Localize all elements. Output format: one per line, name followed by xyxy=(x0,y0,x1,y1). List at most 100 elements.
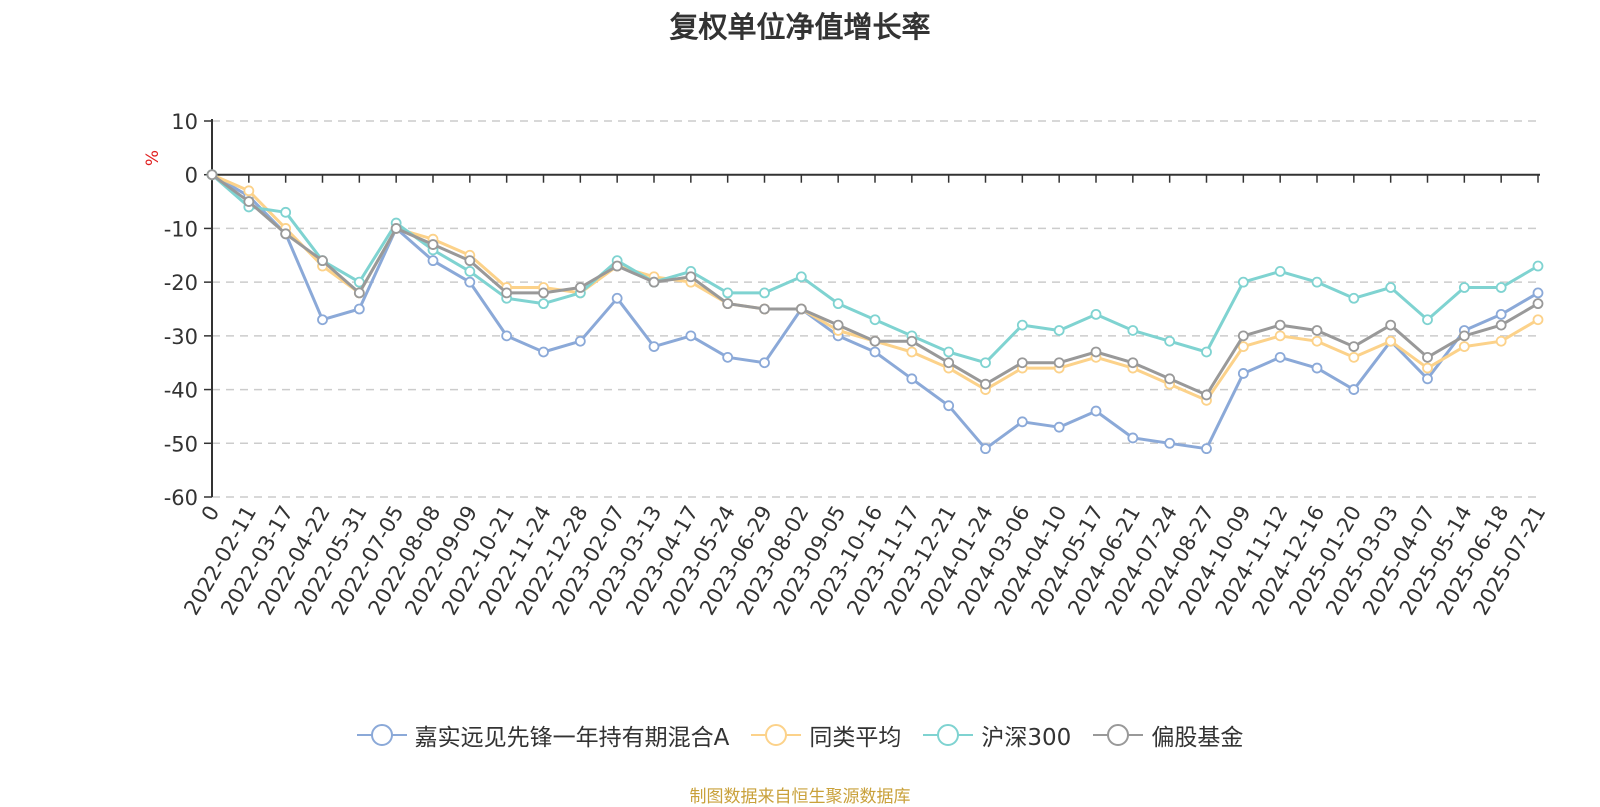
series-1 xyxy=(206,169,1544,406)
data-point xyxy=(1016,319,1028,331)
data-point xyxy=(1422,373,1433,385)
data-point xyxy=(943,346,955,358)
data-point xyxy=(869,335,881,347)
data-point xyxy=(980,357,991,369)
data-point xyxy=(427,239,439,250)
data-point xyxy=(390,223,402,234)
data-point xyxy=(980,378,991,390)
data-point xyxy=(1127,325,1139,336)
chart-title: 复权单位净值增长率 xyxy=(669,10,931,44)
data-point xyxy=(759,357,770,369)
data-point xyxy=(648,276,660,288)
data-point xyxy=(353,303,365,315)
legend-item[interactable]: 沪深300 xyxy=(923,718,1071,752)
source-note: 制图数据来自恒生聚源数据库 xyxy=(689,787,911,807)
data-point xyxy=(538,287,549,299)
data-point xyxy=(1237,341,1249,353)
data-point xyxy=(980,443,991,455)
data-point xyxy=(501,330,513,342)
data-point xyxy=(1127,432,1139,444)
legend-marker-icon xyxy=(923,724,974,746)
data-point xyxy=(574,282,586,293)
data-point xyxy=(1274,351,1286,363)
y-tick-label: -10 xyxy=(164,217,198,241)
legend-item[interactable]: 偏股基金 xyxy=(1093,718,1243,752)
y-tick-label: -50 xyxy=(164,432,198,456)
data-point xyxy=(1311,325,1323,336)
y-tick-label: -30 xyxy=(164,325,198,349)
data-point xyxy=(1385,335,1397,347)
data-point xyxy=(1495,335,1507,347)
legend: 嘉实远见先锋一年持有期混合A 同类平均 沪深300 偏股基金 xyxy=(0,718,1600,752)
data-point xyxy=(1164,335,1176,347)
data-point xyxy=(1348,341,1360,353)
legend-marker-icon xyxy=(1093,724,1144,746)
series-lines xyxy=(206,169,1544,455)
data-point xyxy=(832,319,844,331)
data-point xyxy=(759,303,770,315)
data-point xyxy=(1016,416,1028,428)
legend-item[interactable]: 嘉实远见先锋一年持有期混合A xyxy=(356,718,730,752)
data-point xyxy=(1532,287,1544,299)
series-line xyxy=(211,173,1539,451)
tick-labels: 100-10-20-30-40-50-6002022-02-112022-03-… xyxy=(164,110,1551,619)
data-point xyxy=(685,271,697,283)
data-point xyxy=(1127,357,1139,369)
data-point xyxy=(243,196,255,207)
data-point xyxy=(1532,314,1544,326)
data-point xyxy=(1385,282,1397,293)
legend-circle xyxy=(937,724,960,746)
data-point xyxy=(832,298,844,310)
data-point xyxy=(1201,443,1212,455)
data-point xyxy=(464,255,476,267)
data-point xyxy=(1385,319,1397,331)
data-point xyxy=(1053,421,1065,433)
data-point xyxy=(317,255,328,267)
data-point xyxy=(574,335,586,347)
data-point xyxy=(759,287,770,299)
data-point xyxy=(1201,346,1212,358)
y-tick-label: 10 xyxy=(171,110,198,134)
data-point xyxy=(1237,330,1249,342)
data-point xyxy=(538,298,549,310)
legend-marker-icon xyxy=(356,724,407,746)
series-line xyxy=(211,173,1539,365)
data-point xyxy=(1458,341,1470,353)
data-point xyxy=(1274,319,1286,331)
data-point xyxy=(1495,308,1507,320)
data-point xyxy=(869,346,881,358)
data-point xyxy=(1348,292,1360,304)
data-point xyxy=(501,287,513,299)
y-tick-label: -20 xyxy=(164,271,198,295)
data-point xyxy=(1311,276,1323,288)
data-point xyxy=(1532,260,1544,272)
data-point xyxy=(1495,282,1507,293)
data-point xyxy=(1237,276,1249,288)
data-point xyxy=(1164,373,1176,385)
legend-item[interactable]: 同类平均 xyxy=(751,718,901,752)
data-point xyxy=(206,169,218,181)
data-point xyxy=(1053,357,1065,369)
data-point xyxy=(722,351,734,363)
legend-label: 同类平均 xyxy=(809,725,902,751)
data-point xyxy=(1274,330,1286,342)
data-point xyxy=(722,287,734,299)
data-point xyxy=(611,292,623,304)
data-point xyxy=(243,185,255,197)
y-axis-unit-label: % xyxy=(143,150,163,166)
data-point xyxy=(1422,314,1433,326)
legend-label: 嘉实远见先锋一年持有期混合A xyxy=(414,725,730,751)
data-point xyxy=(1458,330,1470,342)
data-point xyxy=(464,265,476,277)
data-point xyxy=(685,330,697,342)
data-point xyxy=(1422,351,1433,363)
data-point xyxy=(1237,368,1249,379)
x-tick-label: 0 xyxy=(197,502,224,526)
legend-circle xyxy=(370,724,393,746)
data-point xyxy=(1532,298,1544,310)
data-point xyxy=(1311,362,1323,374)
y-tick-label: -40 xyxy=(164,379,198,403)
data-point xyxy=(906,373,918,385)
legend-label: 偏股基金 xyxy=(1151,725,1244,751)
